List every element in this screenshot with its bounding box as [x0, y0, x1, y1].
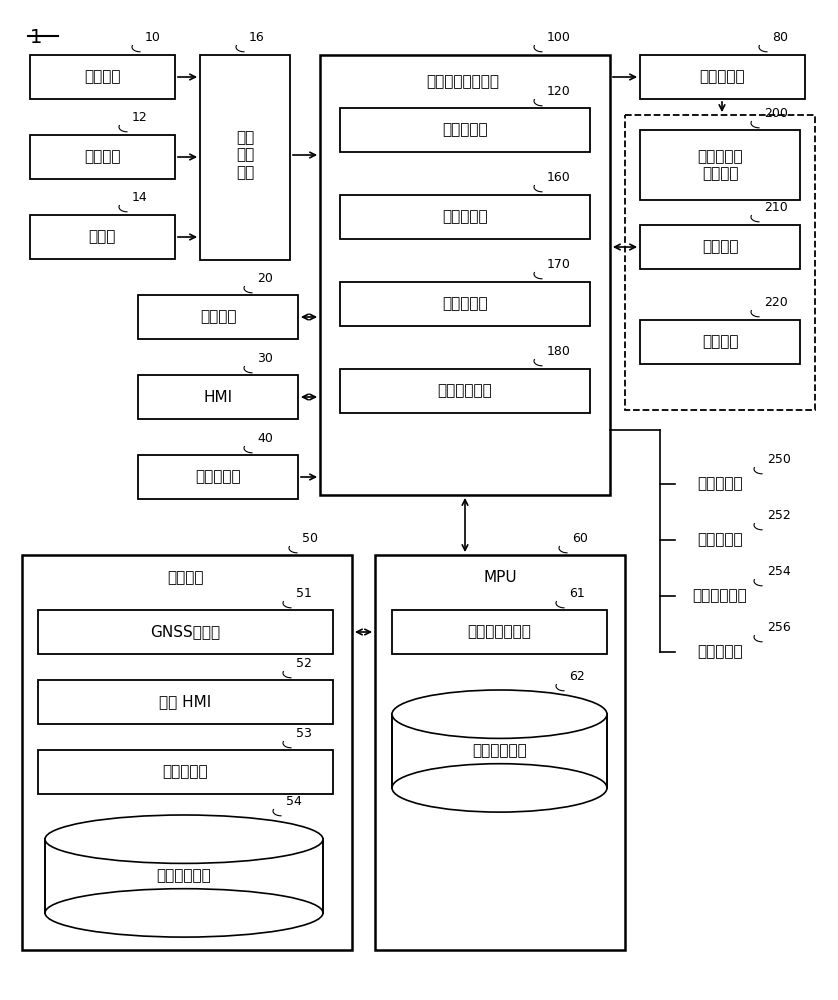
Bar — [138, 375, 298, 419]
Bar — [340, 282, 590, 326]
Text: 1: 1 — [30, 28, 43, 47]
Text: 62: 62 — [569, 670, 585, 683]
Text: 53: 53 — [296, 727, 312, 740]
Ellipse shape — [45, 815, 323, 863]
Bar — [38, 750, 333, 794]
Bar — [200, 55, 290, 260]
Text: 180: 180 — [547, 345, 571, 358]
Text: 60: 60 — [572, 532, 588, 545]
Ellipse shape — [392, 764, 607, 812]
Text: 50: 50 — [302, 532, 318, 545]
Bar — [45, 839, 323, 913]
Text: 160: 160 — [547, 171, 571, 184]
Ellipse shape — [392, 690, 607, 738]
Bar — [640, 130, 800, 200]
Bar — [625, 115, 815, 410]
Text: 40: 40 — [257, 432, 273, 445]
Text: 电力发送部: 电力发送部 — [697, 645, 742, 660]
Text: 252: 252 — [767, 509, 791, 522]
Text: 250: 250 — [767, 453, 791, 466]
Bar — [392, 610, 607, 654]
Bar — [38, 680, 333, 724]
Text: 充放电控制部: 充放电控制部 — [437, 383, 493, 398]
Text: 自动驾驶控制装置: 自动驾驶控制装置 — [427, 75, 499, 90]
Text: 120: 120 — [547, 85, 571, 98]
Bar — [30, 215, 175, 259]
Text: 充放电连接器: 充放电连接器 — [693, 588, 747, 603]
Ellipse shape — [45, 889, 323, 937]
Text: 雷达装置: 雷达装置 — [84, 149, 120, 164]
Bar — [138, 295, 298, 339]
Text: 20: 20 — [257, 272, 273, 285]
Text: GNSS接收机: GNSS接收机 — [150, 624, 220, 640]
Text: 电力接收部: 电力接收部 — [697, 532, 742, 548]
Text: 导航 HMI: 导航 HMI — [159, 694, 211, 710]
Text: 第二控制部: 第二控制部 — [442, 210, 488, 225]
Text: 54: 54 — [286, 795, 302, 808]
Text: 导航装置: 导航装置 — [167, 570, 204, 585]
Text: 14: 14 — [132, 191, 147, 204]
Text: 车外相机: 车外相机 — [84, 70, 120, 85]
Text: 推荐车道决定部: 推荐车道决定部 — [467, 624, 531, 640]
Text: 210: 210 — [764, 201, 788, 214]
Text: 10: 10 — [145, 31, 161, 44]
Text: MPU: MPU — [484, 570, 517, 585]
Text: 制动装置: 制动装置 — [701, 239, 738, 254]
Bar — [392, 714, 607, 788]
Text: 30: 30 — [257, 352, 273, 365]
Bar — [138, 455, 298, 499]
Bar — [340, 108, 590, 152]
Bar — [38, 610, 333, 654]
Text: 254: 254 — [767, 565, 791, 578]
Bar — [640, 320, 800, 364]
Text: HMI: HMI — [204, 389, 233, 404]
Bar — [375, 555, 625, 950]
Bar — [30, 55, 175, 99]
Text: 路径决定部: 路径决定部 — [163, 764, 208, 780]
Text: 220: 220 — [764, 296, 788, 309]
Text: 100: 100 — [547, 31, 571, 44]
Text: 16: 16 — [249, 31, 265, 44]
Bar — [30, 135, 175, 179]
Text: 256: 256 — [767, 621, 791, 634]
Bar — [340, 369, 590, 413]
Text: 探测器: 探测器 — [88, 230, 116, 244]
Text: 第二地图信息: 第二地图信息 — [472, 743, 527, 758]
Bar — [340, 195, 590, 239]
Bar — [320, 55, 610, 495]
Text: 车辆蓄电池: 车辆蓄电池 — [697, 477, 742, 491]
Text: 51: 51 — [296, 587, 312, 600]
Bar — [640, 55, 805, 99]
Text: 驾驶操作件: 驾驶操作件 — [699, 70, 745, 85]
Text: 80: 80 — [772, 31, 788, 44]
Text: 物体
识别
装置: 物体 识别 装置 — [235, 130, 254, 180]
Text: 12: 12 — [132, 111, 147, 124]
Text: 61: 61 — [569, 587, 585, 600]
Text: 行驶驱动力
输出装置: 行驶驱动力 输出装置 — [697, 149, 742, 181]
Bar — [640, 225, 800, 269]
Text: 车辆传感器: 车辆传感器 — [195, 470, 241, 485]
Text: 52: 52 — [296, 657, 312, 670]
Text: 通信装置: 通信装置 — [199, 310, 236, 324]
Text: 余量管理部: 余量管理部 — [442, 296, 488, 312]
Text: 200: 200 — [764, 107, 788, 120]
Text: 第一控制部: 第一控制部 — [442, 122, 488, 137]
Text: 第一地图信息: 第一地图信息 — [157, 868, 211, 883]
Text: 转向装置: 转向装置 — [701, 334, 738, 350]
Bar — [22, 555, 352, 950]
Text: 170: 170 — [547, 258, 571, 271]
